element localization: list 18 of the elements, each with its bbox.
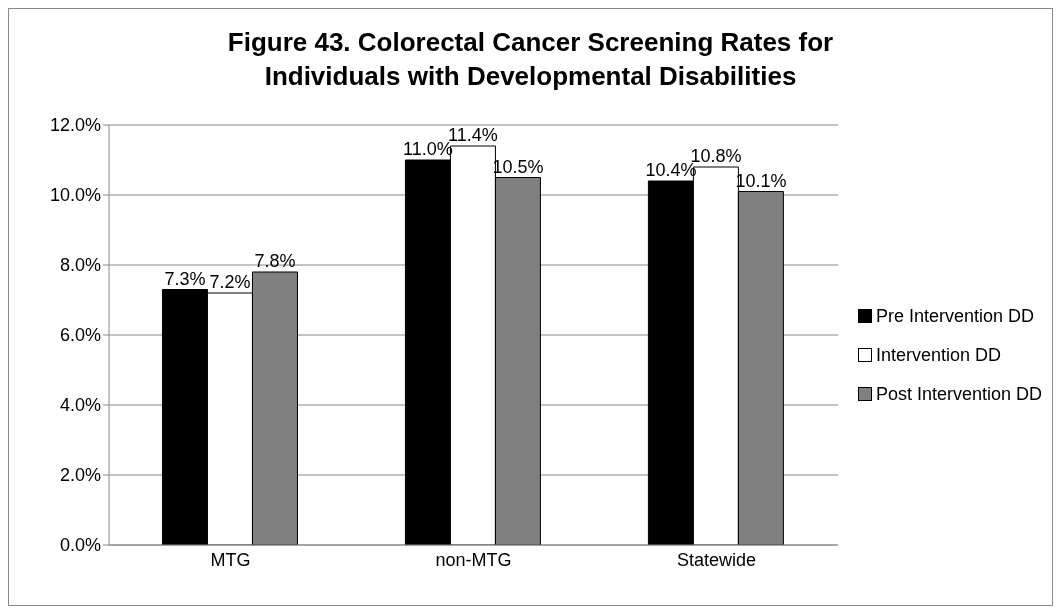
- data-label: 11.4%: [448, 125, 498, 145]
- chart-title: Figure 43. Colorectal Cancer Screening Rates for Individuals with Developmental Disabilities: [226, 26, 835, 93]
- legend-label: Post Intervention DD: [875, 383, 1042, 405]
- data-label: 7.3%: [164, 268, 206, 289]
- x-tick-label: MTG: [210, 549, 251, 570]
- legend-label: Intervention DD: [875, 344, 1001, 366]
- y-tick-label: 12.0%: [49, 115, 101, 136]
- data-label: 7.2%: [209, 272, 251, 292]
- y-tick-label: 8.0%: [59, 255, 101, 276]
- x-tick-label: non-MTG: [435, 549, 512, 570]
- y-tick-label: 10.0%: [49, 185, 101, 206]
- y-tick-label: 4.0%: [59, 395, 101, 416]
- y-tick-label: 0.0%: [59, 535, 101, 556]
- y-tick-label: 6.0%: [59, 325, 101, 346]
- data-label: 7.8%: [254, 251, 296, 271]
- x-tick-label: Statewide: [676, 549, 756, 570]
- y-tick-label: 2.0%: [59, 465, 101, 486]
- legend-label: Pre Intervention DD: [875, 305, 1034, 327]
